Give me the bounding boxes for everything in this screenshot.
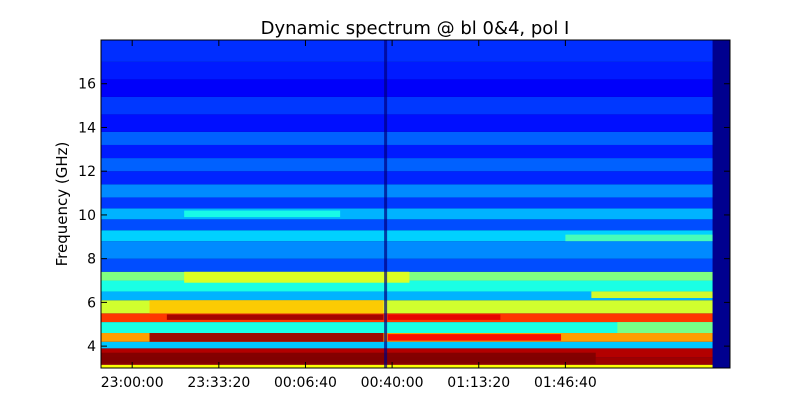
heatmap-hotspot (565, 234, 713, 242)
heatmap-band (101, 364, 713, 368)
y-tick-label: 4 (87, 339, 96, 355)
heatmap-band (101, 131, 713, 145)
plot-frame (100, 39, 731, 369)
x-tick-label: 00:06:40 (274, 375, 337, 391)
x-tick-label: 00:40:00 (361, 375, 424, 391)
heatmap-band (101, 230, 713, 242)
heatmap-band (101, 171, 713, 185)
heatmap-band (101, 144, 713, 159)
heatmap-band (101, 280, 713, 292)
heatmap-band (101, 79, 713, 97)
heatmap-band (101, 219, 713, 231)
heatmap-hotspot (617, 322, 713, 334)
y-axis: 4 6 8 10 12 14 16 (78, 77, 730, 355)
heatmap-plot-area (100, 39, 731, 369)
heatmap-band (101, 341, 713, 349)
heatmap-right-edge (712, 40, 730, 368)
heatmap-band (101, 291, 713, 301)
x-tick-label: 01:13:20 (447, 375, 510, 391)
heatmap-hotspot (149, 300, 384, 314)
y-tick-label: 14 (78, 120, 96, 136)
heatmap-band (101, 61, 713, 80)
heatmap-band (101, 208, 713, 220)
heatmap-channel-lines (384, 40, 730, 368)
heatmap-band (101, 96, 713, 115)
y-tick-label: 12 (78, 164, 96, 180)
x-tick-label: 01:46:40 (534, 375, 597, 391)
heatmap-hotspot (184, 271, 410, 283)
y-tick-label: 8 (87, 252, 96, 268)
heatmap-dark-channel (384, 40, 388, 368)
y-tick-label: 6 (87, 295, 96, 311)
heatmap-band (101, 258, 713, 272)
heatmap-hotspot (387, 334, 562, 341)
heatmap-band (101, 114, 713, 132)
heatmap-band (101, 322, 713, 334)
heatmap-band (101, 184, 713, 198)
y-tick-label: 10 (78, 208, 96, 224)
heatmap-hotspot (591, 291, 713, 299)
y-tick-label: 16 (78, 77, 96, 93)
x-tick-label: 23:33:20 (187, 375, 250, 391)
heatmap-band (101, 197, 713, 209)
heatmap-hotspot (184, 210, 341, 218)
chart-title: Dynamic spectrum @ bl 0&4, pol I (261, 18, 570, 39)
heatmap-hotspot (149, 333, 384, 342)
heatmap-hotspot (387, 314, 501, 320)
y-axis-label: Frequency (GHz) (53, 142, 71, 267)
heatmap-hotspots (101, 210, 713, 364)
heatmap-band (101, 40, 713, 62)
heatmap-hotspot (166, 314, 384, 320)
x-axis: 23:00:00 23:33:20 00:06:40 00:40:00 01:13:20… (101, 40, 597, 391)
x-tick-label: 23:00:00 (101, 375, 164, 391)
heatmap-hotspot (101, 352, 596, 364)
heatmap-band (101, 158, 713, 172)
heatmap-band (101, 241, 713, 259)
